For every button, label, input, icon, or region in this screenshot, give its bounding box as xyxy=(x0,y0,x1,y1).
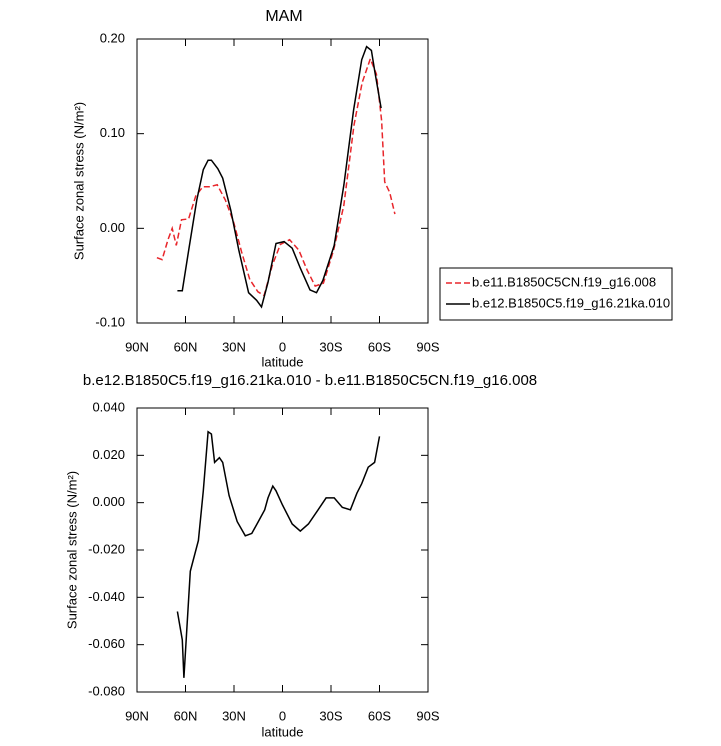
x-tick-label: 0 xyxy=(279,339,286,354)
x-tick-label: 60N xyxy=(174,708,198,723)
x-tick-label: 90N xyxy=(125,339,149,354)
y-axis-label: Surface zonal stress (N/m²) xyxy=(64,471,79,629)
data-line xyxy=(176,430,381,678)
data-line xyxy=(156,56,396,297)
x-axis-label: latitude xyxy=(262,724,304,739)
legend-label: b.e11.B1850C5CN.f19_g16.008 xyxy=(472,274,656,289)
y-tick-label: 0.00 xyxy=(100,220,125,235)
chart-title: MAM xyxy=(265,8,302,25)
x-tick-label: 60S xyxy=(368,708,391,723)
y-tick-label: -0.040 xyxy=(88,589,125,604)
chart-title: b.e12.B1850C5.f19_g16.21ka.010 - b.e11.B… xyxy=(83,372,537,389)
x-tick-label: 60S xyxy=(368,339,391,354)
legend-box xyxy=(439,267,673,321)
y-tick-label: -0.020 xyxy=(88,541,125,556)
x-tick-label: 30N xyxy=(222,708,246,723)
data-line xyxy=(177,45,382,309)
x-tick-label: 90N xyxy=(125,708,149,723)
plot-frame xyxy=(136,407,429,693)
x-tick-label: 0 xyxy=(279,708,286,723)
x-tick-label: 90S xyxy=(416,339,439,354)
y-tick-label: 0.000 xyxy=(92,494,125,509)
y-tick-label: -0.10 xyxy=(95,314,125,329)
x-axis-label: latitude xyxy=(262,354,304,369)
x-tick-label: 30N xyxy=(222,339,246,354)
x-tick-label: 60N xyxy=(174,339,198,354)
y-axis-label: Surface zonal stress (N/m²) xyxy=(71,102,86,260)
y-tick-label: -0.080 xyxy=(88,683,125,698)
x-tick-label: 90S xyxy=(416,708,439,723)
y-tick-label: 0.10 xyxy=(100,125,125,140)
x-tick-label: 30S xyxy=(319,708,342,723)
legend-label: b.e12.B1850C5.f19_g16.21ka.010 xyxy=(472,295,670,310)
y-tick-label: 0.20 xyxy=(100,30,125,45)
y-tick-label: -0.060 xyxy=(88,636,125,651)
x-tick-label: 30S xyxy=(319,339,342,354)
y-tick-label: 0.040 xyxy=(92,399,125,414)
y-tick-label: 0.020 xyxy=(92,447,125,462)
